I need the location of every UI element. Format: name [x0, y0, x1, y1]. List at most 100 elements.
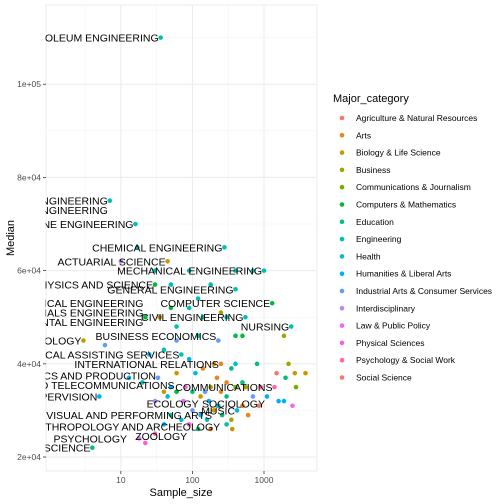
legend-entry: Humanities & Liberal Arts	[339, 269, 451, 279]
legend-entry: Education	[339, 217, 394, 227]
legend-key	[339, 375, 345, 380]
legend: Major_category Agriculture & Natural Res…	[333, 93, 492, 383]
data-point	[208, 384, 214, 390]
legend-entry: Business	[339, 165, 391, 175]
data-point	[243, 384, 248, 390]
data-point	[190, 389, 195, 395]
data-point	[186, 422, 192, 427]
legend-key	[339, 323, 345, 328]
data-point	[216, 403, 221, 409]
data-point	[152, 268, 158, 273]
x-tick-label: 10	[116, 475, 126, 485]
data-point	[157, 314, 163, 320]
legend-entry: Social Science	[339, 373, 412, 383]
y-tick-label: 6e+04	[17, 266, 41, 276]
data-point	[195, 426, 201, 432]
data-point	[211, 408, 217, 413]
point-label: ANTHROPOLOGY AND ARCHEOLOGY	[31, 422, 220, 434]
legend-key	[339, 133, 345, 138]
data-point	[224, 394, 229, 399]
data-point	[165, 394, 170, 399]
data-point	[133, 221, 138, 227]
data-point	[165, 259, 170, 264]
point-label: MEDICAL ASSISTING SERVICES	[19, 350, 179, 362]
legend-entry: Communications & Journalism	[339, 182, 471, 192]
data-point	[224, 314, 229, 320]
data-point	[240, 380, 245, 385]
data-point	[293, 384, 299, 390]
plot-panel	[45, 4, 318, 472]
data-point	[168, 384, 174, 390]
legend-label: Psychology & Social Work	[356, 355, 456, 365]
y-axis-title: Median	[5, 220, 17, 256]
data-point	[152, 431, 158, 437]
legend-entry: Interdisciplinary	[339, 303, 416, 313]
data-point	[174, 389, 179, 395]
data-point	[256, 403, 262, 409]
data-point	[168, 282, 174, 287]
data-point	[222, 245, 227, 250]
legend-entry: Arts	[339, 130, 371, 140]
data-point	[179, 352, 184, 357]
legend-label: Health	[356, 251, 381, 261]
data-point	[181, 398, 186, 404]
legend-entry: Agriculture & Natural Resources	[339, 113, 477, 123]
legend-key	[339, 306, 345, 311]
x-axis-title: Sample_size	[150, 487, 213, 499]
data-point	[219, 412, 225, 418]
point-label: NURSING	[241, 322, 289, 334]
x-tick-label: 100	[185, 475, 199, 485]
data-point	[161, 389, 167, 395]
x-tick-label: 1000	[255, 475, 274, 485]
data-point	[283, 375, 288, 381]
x-axis-ticks: 10 100 1000	[116, 471, 274, 485]
data-point	[190, 408, 195, 413]
data-point	[90, 445, 95, 451]
data-point	[216, 338, 221, 343]
data-point	[233, 286, 238, 292]
data-point	[269, 300, 275, 306]
data-point	[229, 417, 234, 423]
data-point	[206, 398, 212, 404]
data-point	[107, 198, 113, 204]
point-label: VISUAL AND PERFORMING ARTS	[46, 410, 212, 422]
data-point	[233, 268, 238, 273]
data-point	[202, 389, 208, 395]
data-points	[81, 35, 308, 451]
data-point	[204, 417, 210, 423]
legend-entry: Biology & Life Science	[339, 148, 441, 158]
legend-label: Communications & Journalism	[356, 182, 471, 192]
data-point	[288, 324, 294, 329]
data-point	[233, 361, 238, 367]
legend-entry: Physical Sciences	[339, 338, 425, 348]
data-point	[174, 338, 179, 343]
data-point	[211, 361, 217, 367]
data-point	[258, 384, 264, 390]
legend-key	[339, 115, 345, 121]
point-label: CIVIL ENGINEERING	[141, 312, 243, 324]
legend-label: Engineering	[356, 234, 402, 244]
data-point	[274, 370, 279, 376]
data-point	[152, 282, 158, 287]
data-point	[229, 426, 235, 432]
legend-label: Physical Sciences	[356, 338, 425, 348]
legend-key	[339, 202, 345, 207]
legend-key	[339, 184, 345, 190]
legend-label: Law & Public Policy	[356, 321, 431, 331]
data-point	[140, 380, 145, 385]
minor-grid	[46, 5, 317, 471]
data-point	[174, 370, 179, 376]
data-point	[198, 412, 203, 418]
data-point	[186, 268, 192, 273]
data-point	[245, 412, 251, 418]
legend-entry: Law & Public Policy	[339, 321, 431, 331]
point-label: ZOOLOGY	[135, 431, 187, 443]
legend-label: Computers & Mathematics	[356, 200, 456, 210]
y-tick-label: 2e+04	[17, 452, 41, 462]
data-point	[186, 305, 192, 311]
point-label: COMMUNICATIONS	[175, 382, 272, 394]
y-tick-label: 4e+04	[17, 359, 41, 369]
point-label: SOCIOLOGY	[202, 398, 265, 410]
data-point	[218, 310, 224, 315]
